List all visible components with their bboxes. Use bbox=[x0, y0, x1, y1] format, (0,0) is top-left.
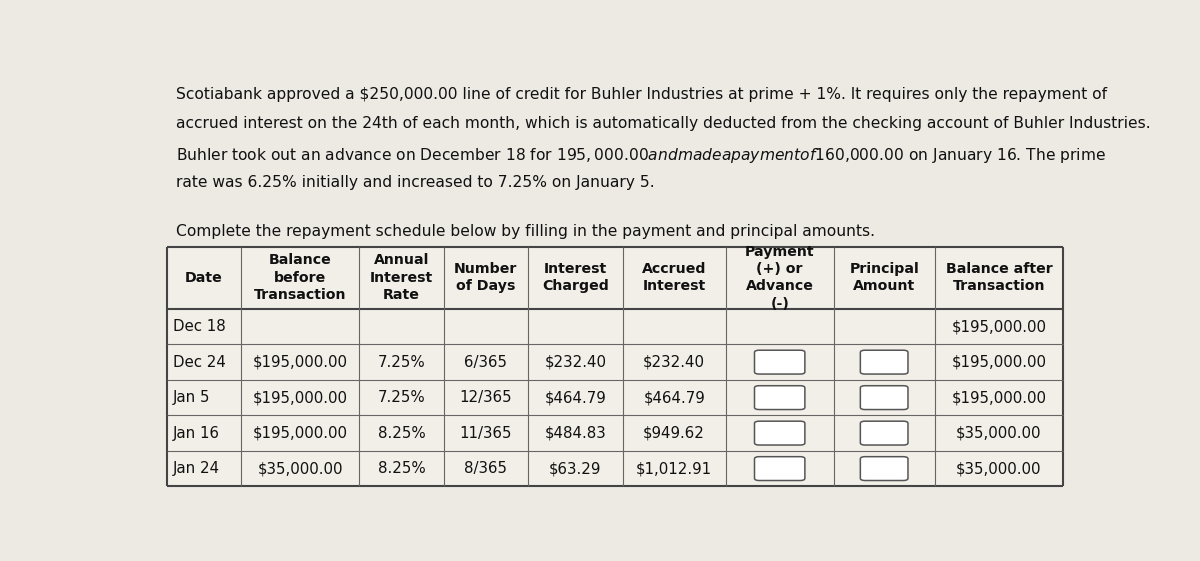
Text: $232.40: $232.40 bbox=[545, 355, 606, 370]
FancyBboxPatch shape bbox=[755, 457, 805, 481]
Text: $35,000.00: $35,000.00 bbox=[956, 426, 1042, 440]
Text: $949.62: $949.62 bbox=[643, 426, 706, 440]
Text: Jan 5: Jan 5 bbox=[173, 390, 210, 405]
FancyBboxPatch shape bbox=[860, 421, 908, 445]
Text: Dec 24: Dec 24 bbox=[173, 355, 226, 370]
FancyBboxPatch shape bbox=[860, 457, 908, 481]
Text: Principal
Amount: Principal Amount bbox=[850, 262, 919, 293]
Text: Jan 24: Jan 24 bbox=[173, 461, 220, 476]
Text: $35,000.00: $35,000.00 bbox=[257, 461, 343, 476]
Text: Number
of Days: Number of Days bbox=[454, 262, 517, 293]
Text: Jan 16: Jan 16 bbox=[173, 426, 220, 440]
Text: 8.25%: 8.25% bbox=[378, 461, 425, 476]
Text: 6/365: 6/365 bbox=[464, 355, 508, 370]
Text: $195,000.00: $195,000.00 bbox=[252, 426, 348, 440]
Text: $232.40: $232.40 bbox=[643, 355, 706, 370]
Text: rate was 6.25% initially and increased to 7.25% on January 5.: rate was 6.25% initially and increased t… bbox=[176, 175, 655, 190]
FancyBboxPatch shape bbox=[755, 421, 805, 445]
Text: Payment
(+) or
Advance
(-): Payment (+) or Advance (-) bbox=[745, 245, 815, 311]
Text: accrued interest on the 24th of each month, which is automatically deducted from: accrued interest on the 24th of each mon… bbox=[176, 116, 1151, 131]
Text: $464.79: $464.79 bbox=[643, 390, 706, 405]
Text: 11/365: 11/365 bbox=[460, 426, 512, 440]
FancyBboxPatch shape bbox=[860, 386, 908, 410]
Text: Dec 18: Dec 18 bbox=[173, 319, 226, 334]
Text: Scotiabank approved a $250,000.00 line of credit for Buhler Industries at prime : Scotiabank approved a $250,000.00 line o… bbox=[176, 87, 1108, 102]
Text: 8/365: 8/365 bbox=[464, 461, 508, 476]
Text: $63.29: $63.29 bbox=[550, 461, 601, 476]
Text: 8.25%: 8.25% bbox=[378, 426, 425, 440]
Text: $35,000.00: $35,000.00 bbox=[956, 461, 1042, 476]
Text: $1,012.91: $1,012.91 bbox=[636, 461, 713, 476]
Text: Date: Date bbox=[185, 271, 223, 285]
Text: $195,000.00: $195,000.00 bbox=[252, 355, 348, 370]
Text: $195,000.00: $195,000.00 bbox=[952, 355, 1046, 370]
Text: $195,000.00: $195,000.00 bbox=[252, 390, 348, 405]
Text: $464.79: $464.79 bbox=[545, 390, 606, 405]
Text: 12/365: 12/365 bbox=[460, 390, 512, 405]
Text: Complete the repayment schedule below by filling in the payment and principal am: Complete the repayment schedule below by… bbox=[176, 224, 875, 238]
Text: $195,000.00: $195,000.00 bbox=[952, 319, 1046, 334]
Text: Buhler took out an advance on December 18 for $195,000.00 and made a payment of : Buhler took out an advance on December 1… bbox=[176, 145, 1106, 164]
Text: 7.25%: 7.25% bbox=[378, 355, 425, 370]
FancyBboxPatch shape bbox=[755, 350, 805, 374]
Text: 7.25%: 7.25% bbox=[378, 390, 425, 405]
Text: Accrued
Interest: Accrued Interest bbox=[642, 262, 707, 293]
Text: Balance after
Transaction: Balance after Transaction bbox=[946, 262, 1052, 293]
Text: Annual
Interest
Rate: Annual Interest Rate bbox=[370, 254, 433, 302]
FancyBboxPatch shape bbox=[755, 386, 805, 410]
Text: $484.83: $484.83 bbox=[545, 426, 606, 440]
FancyBboxPatch shape bbox=[860, 350, 908, 374]
Text: Interest
Charged: Interest Charged bbox=[542, 262, 608, 293]
Text: $195,000.00: $195,000.00 bbox=[952, 390, 1046, 405]
Text: Balance
before
Transaction: Balance before Transaction bbox=[253, 254, 347, 302]
